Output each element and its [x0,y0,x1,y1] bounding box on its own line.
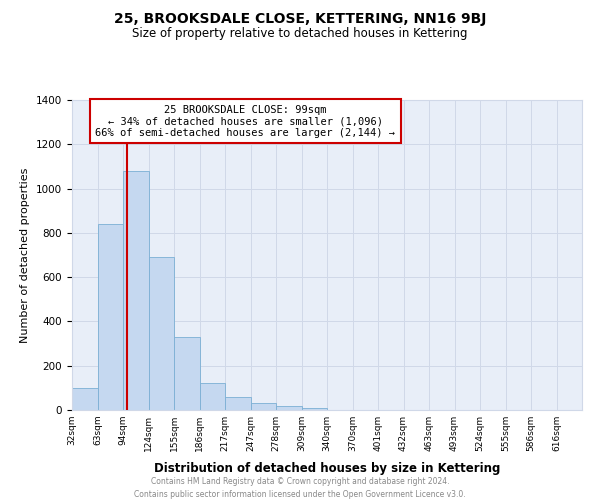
Bar [97,224,123,410]
Text: 25 BROOKSDALE CLOSE: 99sqm
← 34% of detached houses are smaller (1,096)
66% of s: 25 BROOKSDALE CLOSE: 99sqm ← 34% of deta… [95,104,395,138]
Bar [199,384,225,410]
Bar [251,404,276,410]
Text: Contains public sector information licensed under the Open Government Licence v3: Contains public sector information licen… [134,490,466,499]
Bar [276,406,302,410]
Text: Size of property relative to detached houses in Kettering: Size of property relative to detached ho… [132,28,468,40]
Text: Contains HM Land Registry data © Crown copyright and database right 2024.: Contains HM Land Registry data © Crown c… [151,478,449,486]
X-axis label: Distribution of detached houses by size in Kettering: Distribution of detached houses by size … [154,462,500,475]
Bar [72,388,97,410]
Bar [123,171,149,410]
Y-axis label: Number of detached properties: Number of detached properties [20,168,31,342]
Text: 25, BROOKSDALE CLOSE, KETTERING, NN16 9BJ: 25, BROOKSDALE CLOSE, KETTERING, NN16 9B… [114,12,486,26]
Bar [149,257,174,410]
Bar [174,337,199,410]
Bar [225,396,251,410]
Bar [302,408,327,410]
